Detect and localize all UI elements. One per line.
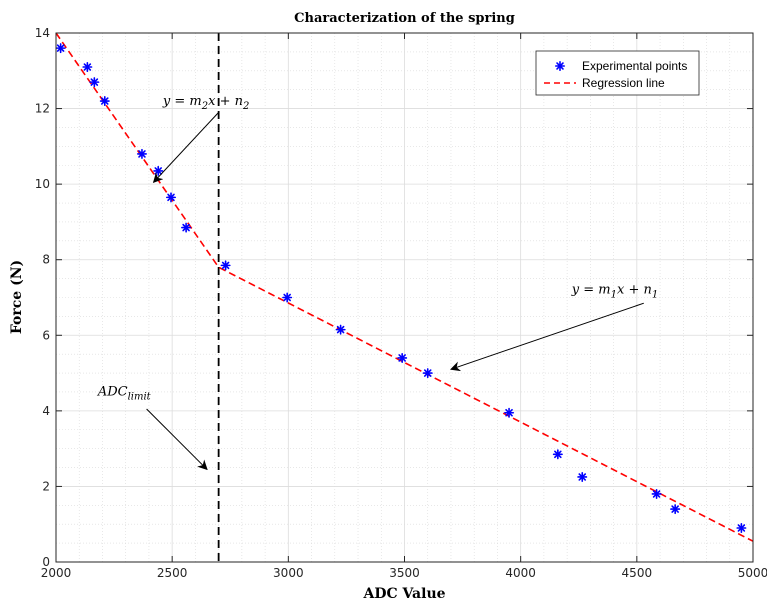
annotation-part: x: [208, 94, 216, 109]
data-point: [136, 148, 147, 159]
legend-box: [535, 50, 700, 96]
marker-stroke: [83, 63, 92, 71]
annotation-part: 1: [652, 290, 658, 301]
data-point: [181, 222, 192, 233]
annotation-arrow: [152, 112, 219, 183]
data-point: [99, 96, 110, 107]
annotation-part: ADC: [97, 385, 128, 400]
annotation-part: m: [189, 94, 201, 109]
regression-line: [55, 32, 754, 542]
marker-stroke: [138, 150, 146, 158]
y-tick-label: 8: [42, 253, 50, 267]
marker-stroke: [336, 325, 345, 334]
y-tick-label: 10: [35, 177, 50, 191]
y-tick-label: 6: [42, 328, 50, 342]
x-tick-label: 2500: [157, 566, 188, 580]
x-tick-label: 4000: [505, 566, 536, 580]
x-tick-label: 3000: [273, 566, 304, 580]
marker-stroke: [671, 505, 679, 513]
marker-stroke: [221, 261, 230, 270]
annotation-eq2: y = m2x + n2: [162, 94, 250, 112]
annotation-part: +: [624, 283, 643, 298]
x-tick-label: 5000: [738, 566, 767, 580]
legend-label-experimental: Experimental points: [582, 59, 687, 73]
annotation-part: x: [617, 283, 625, 298]
annotation-part: 2: [201, 101, 208, 112]
annotation-arrow: [146, 408, 208, 471]
data-point: [220, 260, 231, 271]
annotation-part: 1: [611, 290, 617, 301]
y-tick-label: 0: [42, 555, 50, 569]
annotation-part: =: [170, 94, 189, 109]
x-tick-label: 2000: [41, 566, 72, 580]
data-point: [82, 62, 93, 73]
data-point: [282, 292, 293, 303]
data-point: [651, 488, 662, 499]
annotation-eq1: y = m1x + n1: [571, 283, 659, 301]
series-layer: [55, 32, 754, 562]
marker-stroke: [101, 97, 109, 105]
y-tick-label: 12: [35, 102, 50, 116]
annotation-part: +: [215, 94, 234, 109]
marker-stroke: [167, 193, 175, 202]
x-axis-label: ADC Value: [362, 586, 445, 602]
annotation-arrow: [450, 302, 644, 372]
annotation-part: limit: [128, 392, 152, 403]
marker-stroke: [652, 490, 661, 498]
legend: Experimental points Regression line: [535, 50, 700, 96]
marker-stroke: [90, 78, 99, 86]
annotation-part: y: [162, 94, 171, 109]
y-tick-label: 4: [42, 404, 50, 418]
data-point: [577, 471, 588, 482]
data-point: [422, 368, 433, 379]
legend-marker-experimental: [554, 60, 566, 71]
marker-stroke: [737, 524, 746, 532]
data-point: [670, 504, 681, 515]
data-point: [736, 522, 747, 533]
y-axis-label: Force (N): [9, 260, 25, 334]
data-point: [166, 192, 177, 203]
marker-stroke: [283, 293, 291, 302]
annotation-part: 2: [242, 101, 249, 112]
annotation-part: n: [235, 94, 243, 109]
x-tick-label: 4500: [622, 566, 653, 580]
legend-asterisk: [554, 60, 566, 71]
annotation-adc-limit: ADClimit: [97, 385, 152, 403]
marker-stroke: [554, 450, 562, 459]
marker-stroke: [398, 354, 406, 362]
marker-stroke: [423, 369, 432, 377]
legend-label-regression: Regression line: [582, 76, 665, 90]
y-tick-label: 14: [35, 26, 50, 40]
data-point: [335, 324, 346, 335]
chart-title: Characterization of the spring: [294, 11, 515, 26]
data-point: [552, 449, 563, 460]
marker-stroke: [56, 44, 65, 52]
annotation-part: y: [571, 283, 580, 298]
data-point: [89, 77, 100, 88]
data-point: [397, 352, 408, 363]
annotation-part: =: [579, 283, 598, 298]
y-tick-label: 2: [42, 479, 50, 493]
data-point: [55, 43, 66, 54]
marker-stroke: [556, 62, 564, 70]
x-tick-label: 3500: [389, 566, 420, 580]
marker-stroke: [578, 473, 587, 481]
annotation-part: n: [644, 283, 652, 298]
marker-stroke: [182, 223, 190, 232]
data-point: [504, 407, 515, 418]
marker-stroke: [505, 408, 513, 417]
annotation-part: m: [598, 283, 610, 298]
